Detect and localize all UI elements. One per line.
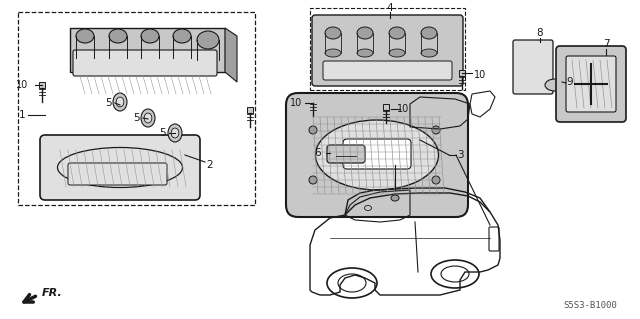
FancyBboxPatch shape xyxy=(310,97,316,103)
FancyBboxPatch shape xyxy=(68,163,167,185)
Ellipse shape xyxy=(325,27,341,39)
Text: 7: 7 xyxy=(603,39,609,49)
Ellipse shape xyxy=(421,27,437,39)
FancyBboxPatch shape xyxy=(513,40,553,94)
FancyBboxPatch shape xyxy=(343,139,411,169)
FancyBboxPatch shape xyxy=(327,145,365,163)
Ellipse shape xyxy=(141,29,159,43)
Text: FR.: FR. xyxy=(42,288,63,298)
FancyBboxPatch shape xyxy=(39,82,45,88)
Ellipse shape xyxy=(144,113,152,123)
Ellipse shape xyxy=(173,54,191,62)
FancyBboxPatch shape xyxy=(383,104,389,110)
Ellipse shape xyxy=(109,54,127,62)
FancyBboxPatch shape xyxy=(566,56,616,112)
Ellipse shape xyxy=(141,54,159,62)
Ellipse shape xyxy=(545,79,565,91)
Ellipse shape xyxy=(391,195,399,201)
Polygon shape xyxy=(70,28,225,72)
Ellipse shape xyxy=(357,27,373,39)
Text: 3: 3 xyxy=(457,150,463,160)
Text: 4: 4 xyxy=(387,3,394,13)
Ellipse shape xyxy=(168,124,182,142)
FancyBboxPatch shape xyxy=(40,135,200,200)
Ellipse shape xyxy=(365,205,371,211)
Text: 2: 2 xyxy=(207,160,213,170)
Text: 6: 6 xyxy=(315,148,321,158)
FancyBboxPatch shape xyxy=(312,15,463,86)
Ellipse shape xyxy=(76,54,94,62)
Text: 8: 8 xyxy=(537,28,543,38)
Ellipse shape xyxy=(389,49,405,57)
Ellipse shape xyxy=(316,120,438,190)
Ellipse shape xyxy=(309,176,317,184)
FancyBboxPatch shape xyxy=(286,93,468,217)
Ellipse shape xyxy=(109,29,127,43)
FancyBboxPatch shape xyxy=(73,50,217,76)
FancyBboxPatch shape xyxy=(556,46,626,122)
Ellipse shape xyxy=(76,29,94,43)
Ellipse shape xyxy=(173,29,191,43)
Ellipse shape xyxy=(357,49,373,57)
Ellipse shape xyxy=(325,49,341,57)
Ellipse shape xyxy=(421,49,437,57)
Ellipse shape xyxy=(141,109,155,127)
FancyBboxPatch shape xyxy=(459,70,465,76)
Text: S5S3-B1000: S5S3-B1000 xyxy=(563,301,617,310)
Text: 10: 10 xyxy=(290,98,302,108)
Ellipse shape xyxy=(389,27,405,39)
Text: 10: 10 xyxy=(397,104,409,114)
Text: 5: 5 xyxy=(159,128,165,138)
Text: 9: 9 xyxy=(566,77,573,87)
Text: 1: 1 xyxy=(19,110,26,120)
Polygon shape xyxy=(225,28,237,82)
Ellipse shape xyxy=(116,97,124,107)
Text: 5: 5 xyxy=(105,98,111,108)
Ellipse shape xyxy=(432,126,440,134)
Ellipse shape xyxy=(113,93,127,111)
Ellipse shape xyxy=(197,31,219,49)
Ellipse shape xyxy=(171,128,179,138)
Text: 10: 10 xyxy=(474,70,486,80)
Text: 5: 5 xyxy=(132,113,140,123)
FancyBboxPatch shape xyxy=(247,107,253,113)
Ellipse shape xyxy=(309,126,317,134)
Text: 10: 10 xyxy=(16,80,28,90)
FancyBboxPatch shape xyxy=(323,61,452,80)
Ellipse shape xyxy=(432,176,440,184)
